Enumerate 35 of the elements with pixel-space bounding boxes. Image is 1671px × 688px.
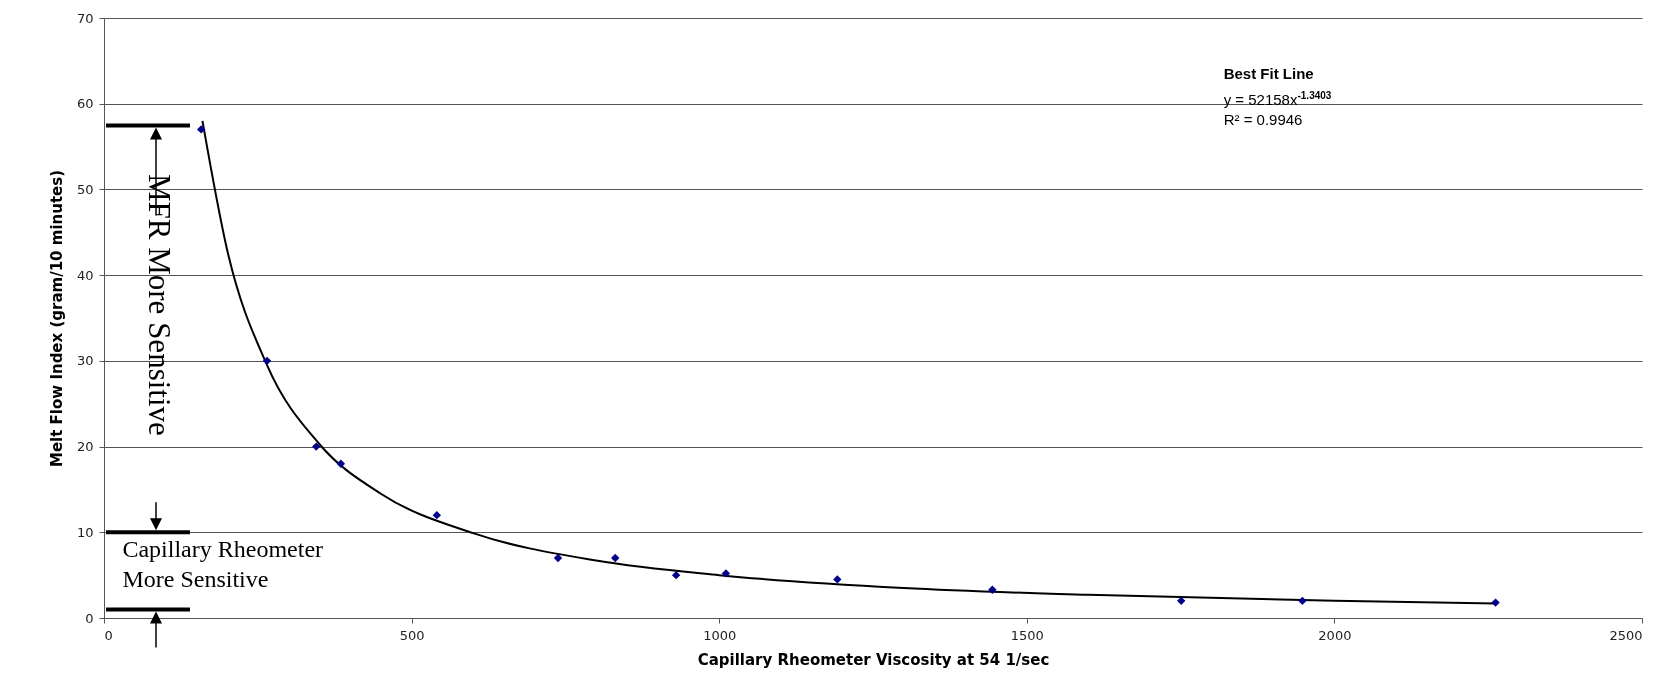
point bbox=[671, 570, 681, 580]
point bbox=[1298, 596, 1307, 606]
y-tick-label: 20 bbox=[76, 439, 94, 455]
x-tick-label: 1500 bbox=[1010, 627, 1044, 643]
point bbox=[553, 553, 563, 563]
point bbox=[721, 569, 731, 578]
y-tick-label: 10 bbox=[76, 524, 94, 540]
y-tick-label: 40 bbox=[76, 267, 94, 283]
point bbox=[833, 575, 842, 584]
annotation: MFR More Sensitive bbox=[142, 174, 178, 436]
point bbox=[611, 553, 620, 563]
x-tick-label: 1000 bbox=[703, 627, 737, 643]
point bbox=[312, 442, 321, 451]
point bbox=[1177, 596, 1186, 606]
y-tick-label: 0 bbox=[85, 610, 94, 626]
annotation: Best Fit Line bbox=[1223, 65, 1314, 82]
point bbox=[988, 585, 997, 594]
point bbox=[336, 459, 346, 468]
annotation: y = 52158x$^{-1.3403}$ bbox=[1223, 89, 1332, 111]
y-tick-label: 60 bbox=[76, 96, 94, 112]
annotation: R² = 0.9946 bbox=[1223, 110, 1303, 131]
x-tick-label: 2500 bbox=[1609, 627, 1643, 643]
x-tick-label: 500 bbox=[399, 627, 425, 643]
x-tick-label: 2000 bbox=[1318, 627, 1352, 643]
point bbox=[1491, 598, 1500, 607]
point bbox=[262, 356, 272, 366]
point bbox=[197, 125, 206, 134]
y-tick-label: 50 bbox=[76, 181, 94, 197]
annotation: Capillary Rheometer More Sensitive bbox=[122, 535, 325, 594]
x-tick-label: 0 bbox=[104, 627, 113, 643]
y-tick-label: 70 bbox=[76, 10, 94, 26]
y-axis-title: Melt Flow Index (gram/10 minutes) bbox=[47, 169, 66, 468]
y-tick-label: 30 bbox=[76, 353, 94, 369]
point bbox=[432, 510, 442, 520]
x-axis-title: Capillary Rheometer Viscosity at 54 1/sec bbox=[697, 650, 1050, 669]
